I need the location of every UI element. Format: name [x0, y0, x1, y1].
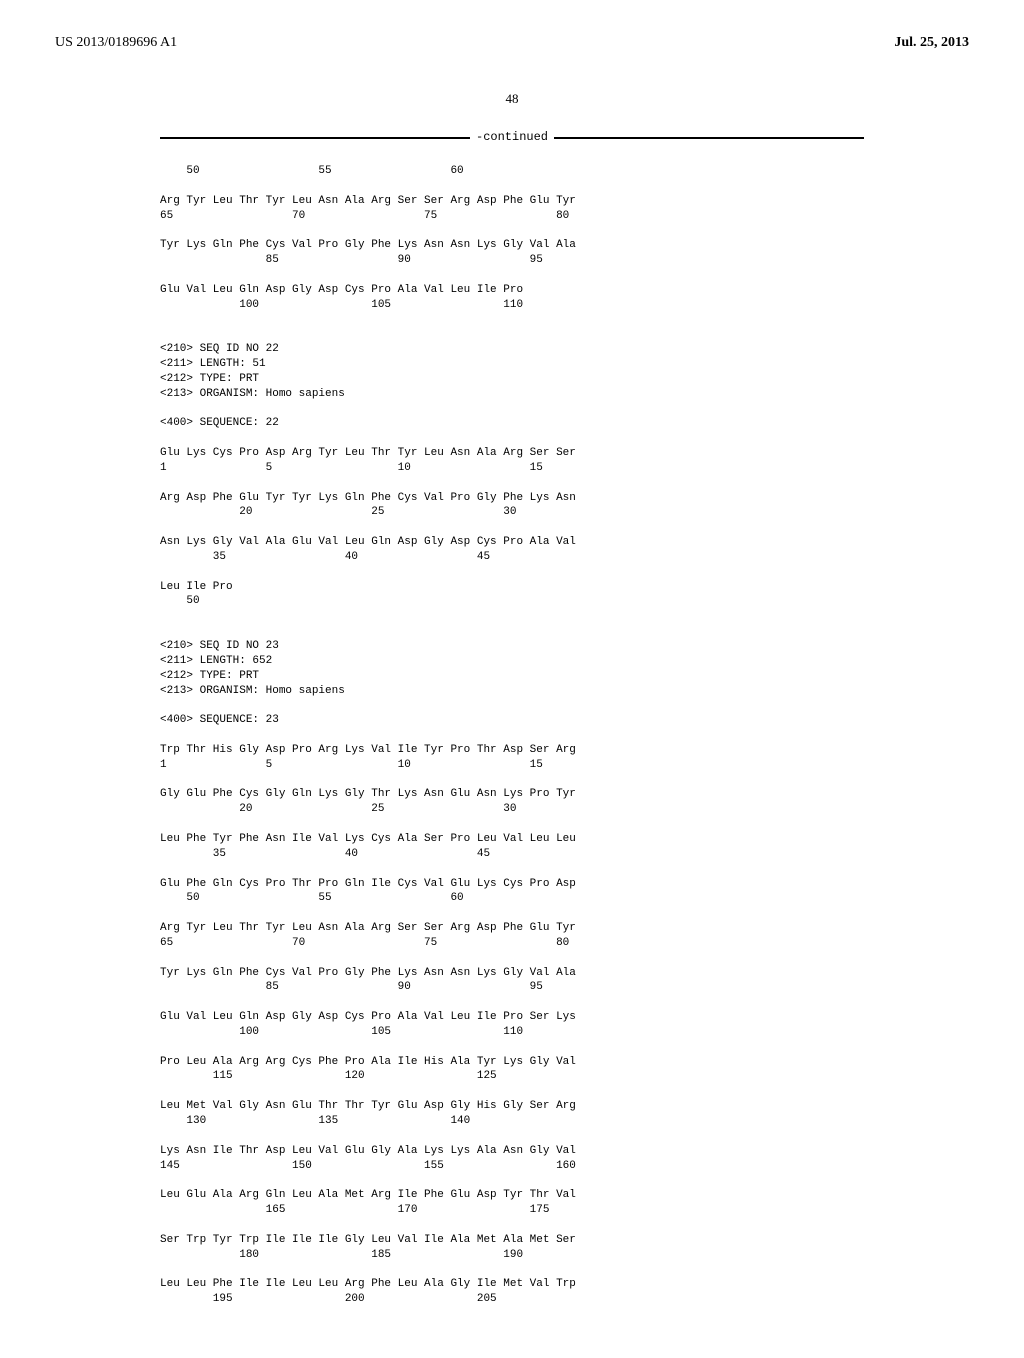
continued-rule: -continued [160, 137, 864, 139]
page-number: 48 [0, 91, 1024, 107]
publication-number: US 2013/0189696 A1 [55, 35, 177, 51]
sequence-listing: 50 55 60 Arg Tyr Leu Thr Tyr Leu Asn Ala… [160, 164, 864, 1307]
publication-date: Jul. 25, 2013 [894, 35, 969, 51]
continued-label: -continued [470, 130, 554, 144]
